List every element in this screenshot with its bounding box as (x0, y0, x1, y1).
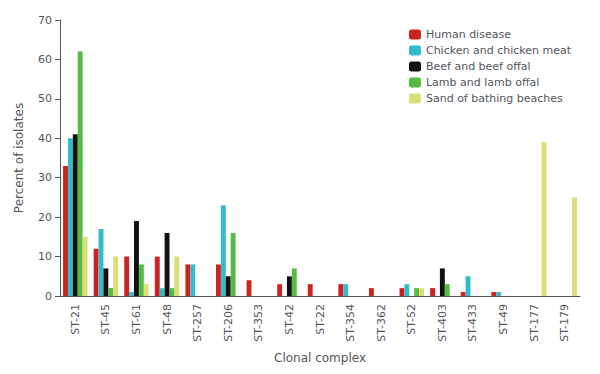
svg-text:Human disease: Human disease (426, 28, 511, 41)
svg-text:40: 40 (38, 132, 52, 145)
svg-text:ST-61: ST-61 (130, 304, 143, 335)
svg-text:ST-433: ST-433 (466, 304, 479, 342)
svg-text:ST-354: ST-354 (344, 304, 357, 342)
svg-text:ST-22: ST-22 (314, 304, 327, 335)
svg-text:ST-353: ST-353 (252, 304, 265, 342)
svg-text:ST-179: ST-179 (558, 304, 571, 342)
svg-text:ST-45: ST-45 (99, 304, 112, 335)
svg-text:ST-52: ST-52 (405, 304, 418, 335)
svg-text:10: 10 (38, 250, 52, 263)
svg-text:ST-257: ST-257 (191, 304, 204, 342)
svg-text:60: 60 (38, 53, 52, 66)
svg-text:70: 70 (38, 14, 52, 27)
svg-text:20: 20 (38, 211, 52, 224)
svg-text:Percent of isolates: Percent of isolates (12, 103, 26, 213)
svg-text:ST-177: ST-177 (528, 304, 541, 342)
svg-text:Sand of bathing beaches: Sand of bathing beaches (426, 92, 563, 105)
svg-text:ST-206: ST-206 (222, 304, 235, 342)
svg-text:Chicken and chicken meat: Chicken and chicken meat (426, 44, 572, 57)
svg-text:ST-42: ST-42 (283, 304, 296, 335)
svg-text:ST-362: ST-362 (375, 304, 388, 342)
svg-text:ST-403: ST-403 (436, 304, 449, 342)
svg-text:30: 30 (38, 171, 52, 184)
svg-text:ST-49: ST-49 (497, 304, 510, 335)
svg-text:ST-21: ST-21 (69, 304, 82, 335)
svg-text:Clonal complex: Clonal complex (274, 351, 366, 365)
svg-text:Beef and beef offal: Beef and beef offal (426, 60, 531, 73)
svg-text:50: 50 (38, 92, 52, 105)
svg-text:Lamb and lamb offal: Lamb and lamb offal (426, 76, 539, 89)
svg-text:ST-48: ST-48 (161, 304, 174, 335)
svg-text:0: 0 (45, 290, 52, 303)
